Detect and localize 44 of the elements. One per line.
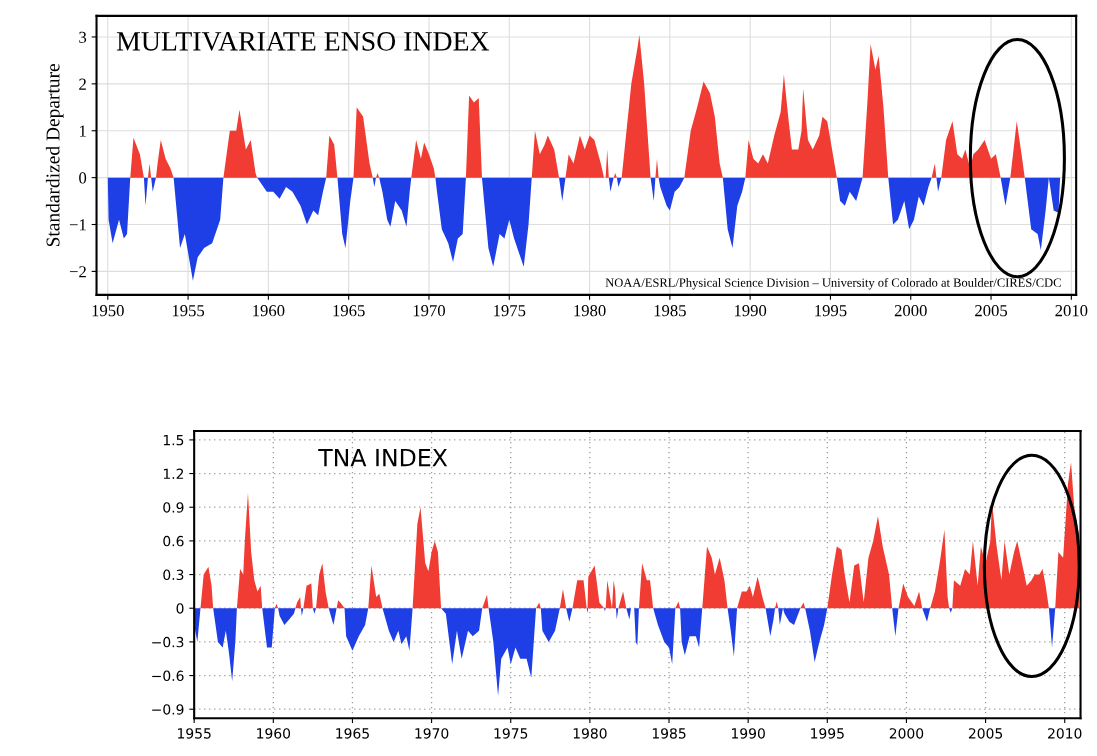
x-tick-label: 1950 <box>92 305 124 317</box>
x-tick-label: 1955 <box>178 728 211 739</box>
y-tick-label: 3 <box>79 31 87 43</box>
x-tick-label: 1965 <box>336 728 369 739</box>
y-tick-label: 1 <box>79 125 86 137</box>
y-tick-label: 0 <box>79 172 87 184</box>
x-tick-label: 2010 <box>1055 305 1088 317</box>
x-tick-label: 1980 <box>573 728 607 739</box>
x-tick-label: 1985 <box>652 728 686 739</box>
text: TNA INDEX <box>318 448 448 467</box>
y-tick-label: −0.6 <box>152 670 184 682</box>
x-tick-label: 1960 <box>257 728 291 739</box>
x-tick-label: 1960 <box>253 305 285 317</box>
y-tick-label: 0 <box>176 603 184 614</box>
x-tick-label: 1990 <box>732 728 765 739</box>
x-tick-label: 2005 <box>968 728 1003 739</box>
y-tick-label: −0.3 <box>152 636 184 648</box>
y-tick-label: 0.3 <box>163 569 184 581</box>
annotation: NOAA/ESRL/Physical Science Division – University of Colorado at Boulder/CIRES/CDC <box>605 277 1061 290</box>
x-tick-label: 1970 <box>415 728 449 739</box>
x-tick-label: 2010 <box>1048 728 1082 739</box>
y-tick-label: −2 <box>69 266 86 278</box>
x-tick-label: 1975 <box>494 305 526 317</box>
y-tick-label: −0.9 <box>152 704 184 715</box>
y-tick-label: 1.5 <box>163 435 184 446</box>
x-tick-label: 1990 <box>734 305 767 317</box>
x-tick-label: 2005 <box>975 305 1008 317</box>
x-tick-label: 1975 <box>494 728 528 739</box>
x-tick-label: 2000 <box>889 728 924 739</box>
x-tick-label: 1985 <box>654 305 686 317</box>
y-tick-label: 2 <box>79 78 86 90</box>
y-tick-label: 0.6 <box>163 535 184 547</box>
y-tick-label: −1 <box>69 219 86 231</box>
x-tick-label: 1965 <box>333 305 365 317</box>
x-tick-label: 1995 <box>815 305 847 317</box>
x-tick-label: 1970 <box>413 305 445 317</box>
x-tick-label: 2000 <box>894 305 927 317</box>
y-tick-label: 0.9 <box>163 502 184 513</box>
y-axis-title: Standardized Departure <box>45 63 64 247</box>
y-tick-label: 1.2 <box>163 468 184 479</box>
x-tick-label: 1980 <box>574 305 606 317</box>
chart-title: MULTIVARIATE ENSO INDEX <box>116 32 490 51</box>
x-tick-label: 1955 <box>172 305 205 317</box>
x-tick-label: 1995 <box>811 728 844 739</box>
